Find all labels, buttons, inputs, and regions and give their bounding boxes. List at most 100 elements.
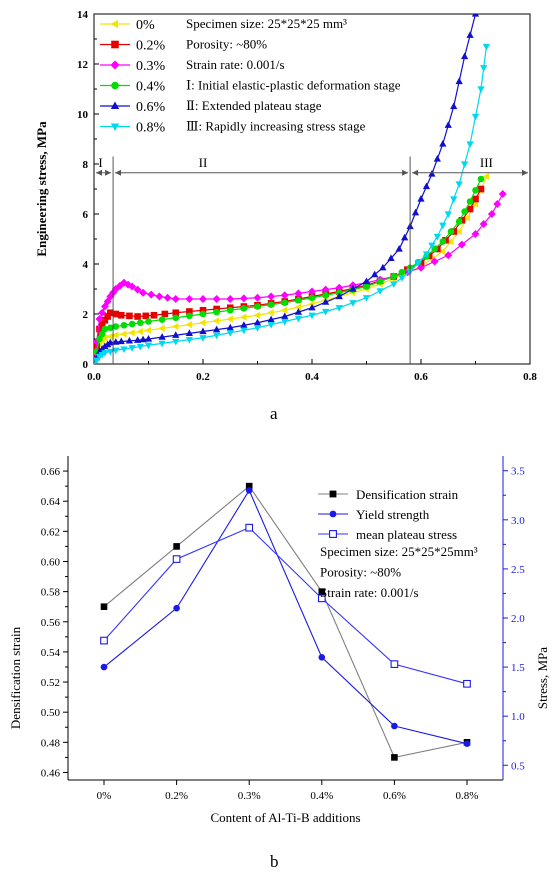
series-marker-3 [390,273,398,280]
y-tick-label: 0.66 [41,466,61,478]
series-marker-5 [253,325,262,332]
series-marker-2 [280,291,289,300]
annotation-text: Ⅰ: Initial elastic-plastic deformation s… [186,78,401,93]
series-marker-1 [391,722,398,730]
series-line-3 [94,178,482,364]
series-marker-0 [267,309,274,317]
series-marker-2 [463,679,471,688]
y-axis-label: Engineering stress, MPa [34,121,49,257]
series-marker-3 [107,324,114,332]
y2-tick-label: 3.0 [511,515,525,527]
series-marker-4 [460,52,469,60]
series-marker-3 [477,175,485,183]
series-marker-2 [171,295,180,303]
series-marker-5 [376,288,384,295]
series-marker-5 [308,312,316,320]
series-marker-0 [253,311,261,319]
series-marker-5 [112,347,120,355]
series-marker-1 [100,663,108,671]
y-tick-label: 0.46 [41,767,61,779]
series-marker-5 [267,321,275,329]
legend-marker [111,40,119,49]
series-marker-3 [101,325,109,333]
y2-tick-label: 1.0 [511,711,525,723]
series-marker-5 [106,348,114,356]
series-marker-2 [95,315,104,323]
series-marker-0 [438,247,446,256]
series-marker-1 [134,313,141,320]
series-marker-4 [387,254,395,262]
series-marker-1 [126,312,133,320]
series-marker-4 [133,336,142,343]
x-tick-label: 0.4% [310,790,333,802]
series-marker-3 [431,245,438,253]
series-marker-3 [172,314,180,322]
stage-label: I [98,155,102,170]
series-marker-2 [98,308,107,317]
series-marker-5 [199,335,207,342]
series-marker-0 [144,326,152,334]
series-line-0 [94,176,487,364]
y-tick-label: 0.60 [41,556,61,568]
legend-marker [110,101,120,110]
y-tick-label: 2 [83,309,89,321]
series-marker-2 [444,251,453,260]
series-marker-1 [98,321,106,328]
annotation-text: Porosity: ~80% [320,565,401,580]
stage-arrowhead [115,169,122,176]
series-marker-3 [295,296,302,304]
legend-marker [111,81,119,90]
y-tick-label: 14 [77,9,89,21]
series-marker-4 [240,321,248,328]
series-marker-4 [106,338,114,346]
y-tick-label: 0.62 [41,526,60,538]
series-marker-1 [117,311,125,319]
series-marker-1 [112,310,120,318]
y-tick-label: 6 [83,209,89,221]
y2-axis-label: Stress, MPa [535,647,550,709]
series-marker-1 [463,740,471,747]
series-marker-1 [150,311,158,319]
series-marker-2 [390,660,399,668]
series-marker-3 [398,268,406,276]
series-marker-5 [450,196,458,203]
series-marker-0 [111,331,119,339]
series-marker-4 [395,245,403,252]
series-marker-3 [98,330,106,338]
series-marker-5 [471,113,480,121]
series-marker-5 [212,332,221,340]
x-tick-label: 0% [97,790,112,802]
x-tick-label: 0.6% [383,790,406,802]
series-group [94,14,507,364]
legend-marker [329,490,337,498]
series-marker-5 [172,338,180,346]
legend-marker [110,123,120,132]
y2-tick-label: 0.5 [511,760,525,772]
series-marker-4 [112,338,120,345]
series-marker-4 [417,195,425,202]
series-marker-5 [428,242,436,250]
series-marker-1 [245,487,253,494]
series-marker-4 [422,182,431,190]
legend-marker [329,510,337,518]
series-marker-3 [199,310,207,318]
series-marker-2 [321,285,330,294]
annotation-text: Ⅱ: Extended plateau stage [186,98,322,113]
series-marker-4 [433,155,441,162]
series-marker-5 [444,211,452,218]
series-marker-4 [428,170,436,177]
series-marker-2 [335,283,344,292]
series-line-1 [94,188,482,364]
y-tick-label: 0.50 [41,707,61,719]
series-marker-2 [493,200,502,208]
series-line-0 [103,485,468,759]
series-marker-3 [447,228,455,235]
series-marker-4 [144,335,153,342]
series-marker-4 [466,31,474,38]
series-marker-4 [253,318,262,326]
densification-strength-chart: 0.46 0.48 0.50 0.52 0.54 0.56 0.58 0.60 0.62 0.64… [8,456,550,825]
legend-label: Yield strength [356,507,430,522]
series-marker-1 [466,205,474,213]
y-tick-label: 0.58 [41,587,61,599]
series-marker-1 [477,185,485,193]
